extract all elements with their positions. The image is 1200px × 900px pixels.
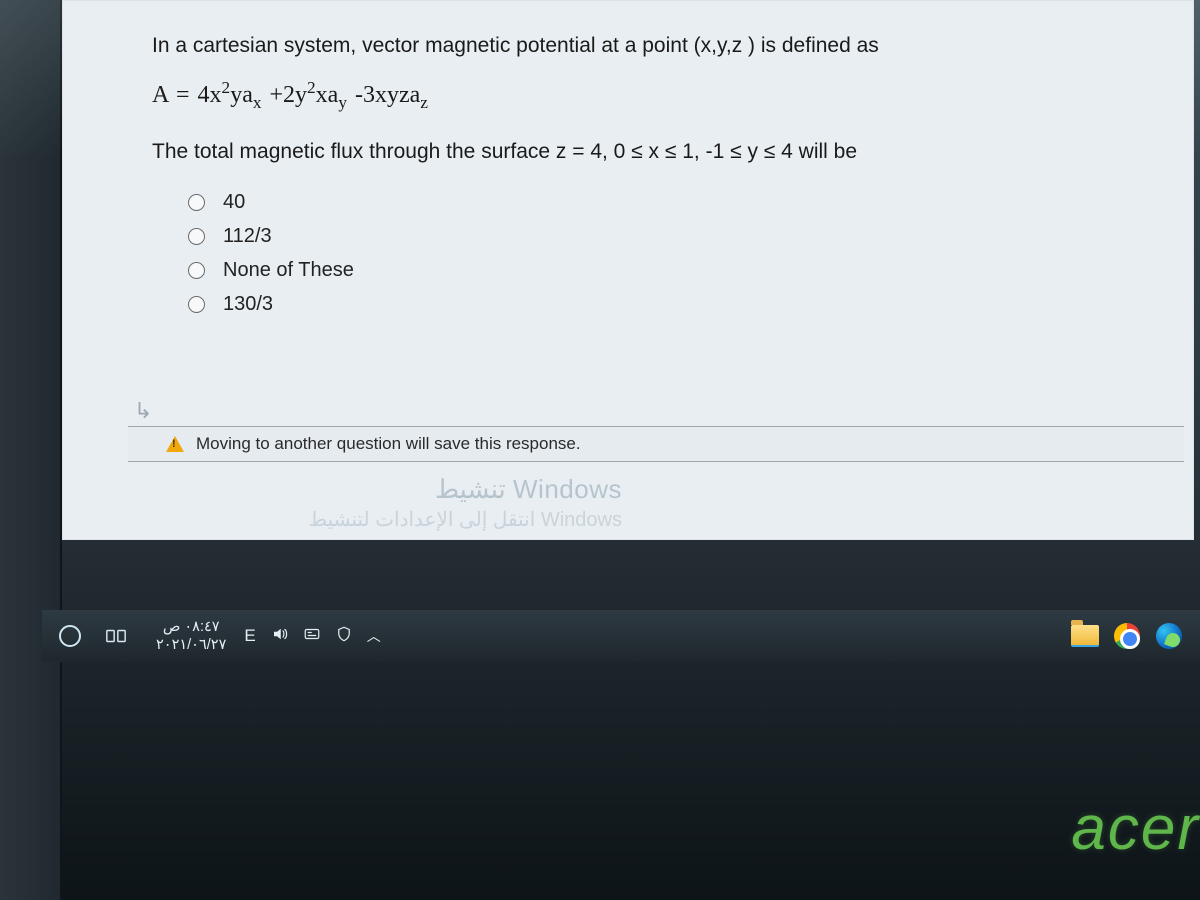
quiz-question-panel: In a cartesian system, vector magnetic p… bbox=[62, 0, 1194, 540]
answer-options: 40 112/3 None of These 130/3 bbox=[152, 185, 1104, 321]
answer-label: 130/3 bbox=[223, 285, 273, 323]
security-icon[interactable] bbox=[335, 625, 353, 648]
reply-arrow-icon: ↳ bbox=[134, 398, 152, 424]
taskbar-time: ٠٨:٤٧ ص bbox=[156, 618, 226, 636]
network-icon[interactable] bbox=[303, 625, 321, 648]
laptop-brand-logo: acer bbox=[1071, 793, 1200, 864]
volume-icon[interactable] bbox=[271, 625, 289, 648]
task-view-icon bbox=[105, 625, 127, 647]
question-intro-text: In a cartesian system, vector magnetic p… bbox=[152, 26, 1104, 66]
cortana-ring-icon bbox=[59, 625, 81, 647]
watermark-line2: انتقل إلى الإعدادات لتنشيط Windows bbox=[192, 507, 622, 532]
chrome-button[interactable] bbox=[1110, 619, 1144, 653]
radio-icon[interactable] bbox=[188, 194, 205, 211]
answer-label: 40 bbox=[223, 183, 245, 221]
file-explorer-button[interactable] bbox=[1068, 619, 1102, 653]
save-response-warning: Moving to another question will save thi… bbox=[128, 426, 1184, 462]
radio-icon[interactable] bbox=[188, 262, 205, 279]
language-indicator[interactable]: E bbox=[244, 626, 256, 646]
edge-button[interactable] bbox=[1152, 619, 1186, 653]
screen-left-bezel bbox=[0, 0, 62, 900]
answer-label: None of These bbox=[223, 251, 354, 289]
answer-option-2[interactable]: None of These bbox=[188, 253, 1104, 287]
taskbar-clock[interactable]: ٠٨:٤٧ ص ٢٠٢١/٠٦/٢٧ bbox=[146, 618, 236, 654]
warning-text: Moving to another question will save thi… bbox=[196, 434, 581, 454]
watermark-line1: تنشيط Windows bbox=[192, 474, 622, 505]
cortana-button[interactable] bbox=[50, 616, 90, 656]
question-body: In a cartesian system, vector magnetic p… bbox=[62, 20, 1194, 331]
warning-triangle-icon bbox=[166, 436, 184, 452]
answer-option-0[interactable]: 40 bbox=[188, 185, 1104, 219]
edge-icon bbox=[1156, 623, 1182, 649]
question-equation: A = 4x2yax +2y2xay -3xyzaz bbox=[152, 72, 1104, 120]
radio-icon[interactable] bbox=[188, 296, 205, 313]
taskbar-date: ٢٠٢١/٠٦/٢٧ bbox=[156, 636, 226, 654]
system-tray: E ︿ bbox=[244, 625, 380, 648]
answer-option-1[interactable]: 112/3 bbox=[188, 219, 1104, 253]
answer-label: 112/3 bbox=[223, 217, 272, 255]
question-constraints: The total magnetic flux through the surf… bbox=[152, 132, 1104, 172]
taskbar-pinned-apps bbox=[1068, 619, 1186, 653]
taskbar-left-group bbox=[50, 616, 136, 656]
tray-overflow-chevron-icon[interactable]: ︿ bbox=[367, 626, 381, 646]
windows-activation-watermark: تنشيط Windows انتقل إلى الإعدادات لتنشيط… bbox=[192, 474, 622, 532]
radio-icon[interactable] bbox=[188, 228, 205, 245]
chrome-icon bbox=[1114, 623, 1140, 649]
answer-option-3[interactable]: 130/3 bbox=[188, 287, 1104, 321]
windows-taskbar[interactable]: ٠٨:٤٧ ص ٢٠٢١/٠٦/٢٧ E ︿ bbox=[42, 610, 1200, 662]
task-view-button[interactable] bbox=[96, 616, 136, 656]
file-explorer-icon bbox=[1071, 625, 1099, 647]
